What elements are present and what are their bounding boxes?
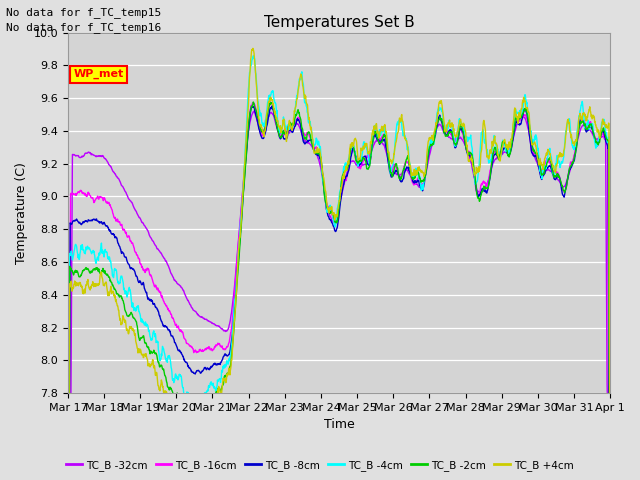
Text: No data for f_TC_temp15: No data for f_TC_temp15 [6, 7, 162, 18]
Legend: TC_B -32cm, TC_B -16cm, TC_B -8cm, TC_B -4cm, TC_B -2cm, TC_B +4cm: TC_B -32cm, TC_B -16cm, TC_B -8cm, TC_B … [62, 456, 578, 475]
Y-axis label: Temperature (C): Temperature (C) [15, 162, 28, 264]
Title: Temperatures Set B: Temperatures Set B [264, 15, 414, 30]
Text: WP_met: WP_met [74, 69, 124, 79]
X-axis label: Time: Time [324, 419, 355, 432]
Text: No data for f_TC_temp16: No data for f_TC_temp16 [6, 22, 162, 33]
